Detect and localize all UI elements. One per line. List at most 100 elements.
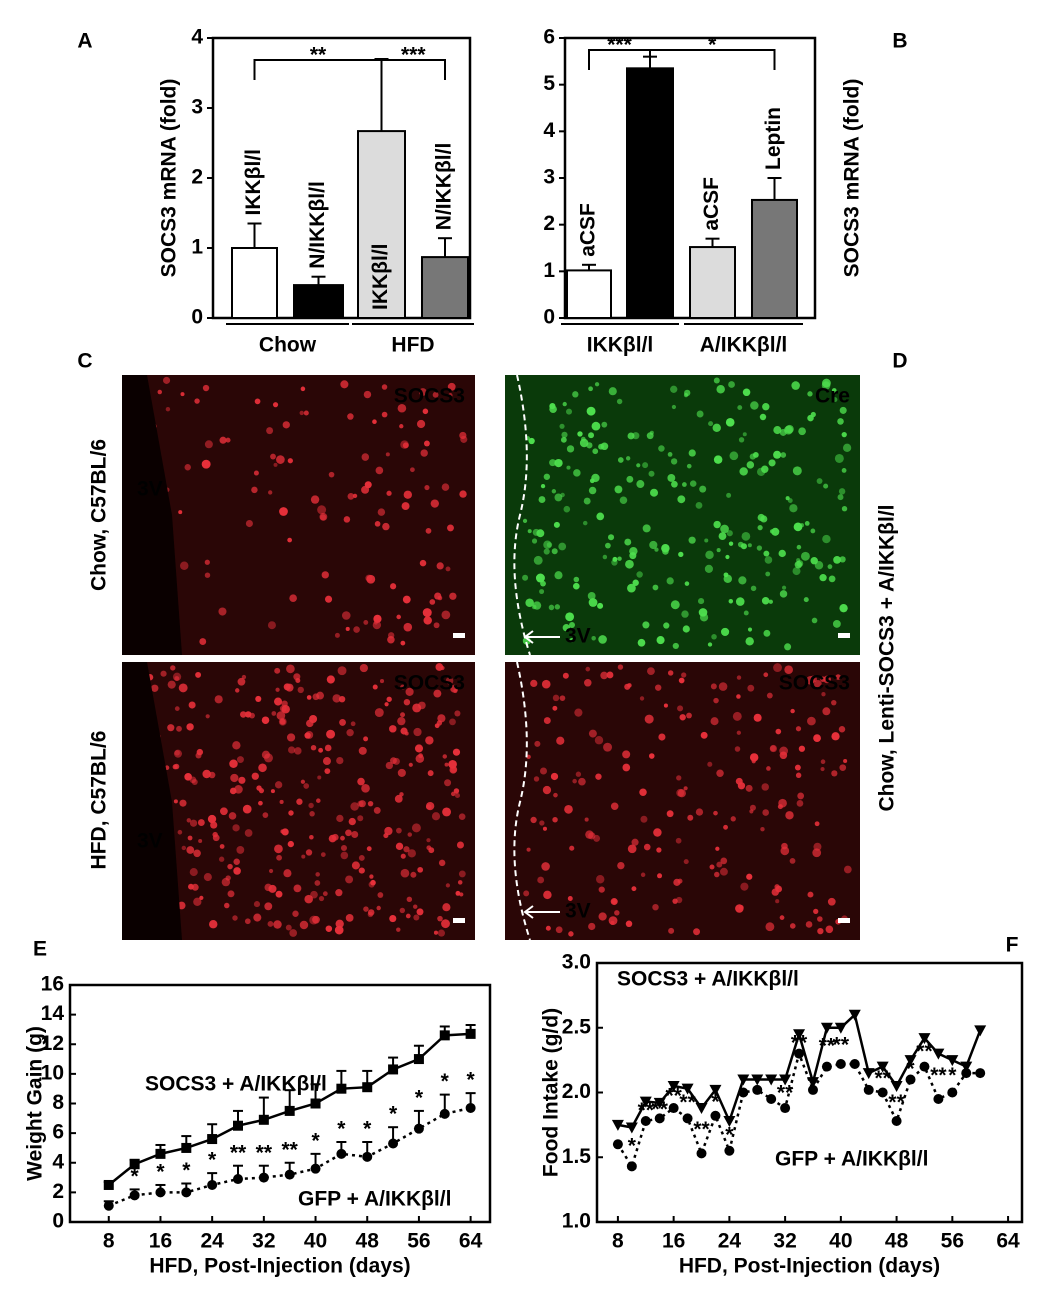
- scale-bar: [838, 633, 850, 638]
- y-tick-label: 0: [52, 1210, 64, 1233]
- cell: [797, 792, 805, 800]
- cell: [199, 895, 204, 900]
- cell: [320, 852, 326, 857]
- cell: [800, 551, 810, 561]
- cell: [668, 927, 675, 934]
- stain-label: SOCS3: [394, 672, 465, 695]
- y-axis-label: SOCS3 mRNA (fold): [158, 79, 181, 278]
- cell: [203, 873, 212, 882]
- cell: [268, 868, 274, 874]
- cell: [723, 572, 729, 578]
- cell: [286, 664, 295, 674]
- cell: [400, 684, 406, 690]
- significance-label: *: [948, 1064, 957, 1087]
- cell: [795, 726, 802, 732]
- cell: [224, 902, 230, 909]
- cell: [433, 930, 439, 935]
- cell: [533, 776, 540, 782]
- marker: [668, 1103, 679, 1114]
- cell: [339, 719, 346, 726]
- x-tick-label: 64: [459, 1230, 483, 1253]
- cell: [761, 783, 769, 791]
- marker: [709, 1084, 722, 1096]
- cell: [225, 437, 231, 443]
- cell: [187, 835, 193, 841]
- cell: [614, 910, 620, 916]
- cell: [785, 496, 790, 501]
- cell: [233, 867, 241, 875]
- cell: [365, 574, 373, 582]
- series-label: SOCS3 + A/IKKβl/l: [617, 968, 799, 991]
- cell: [235, 688, 240, 693]
- cell: [553, 792, 558, 798]
- cell: [564, 805, 573, 814]
- significance-label: *: [363, 1118, 372, 1141]
- cell: [627, 583, 636, 593]
- marker: [863, 1084, 874, 1095]
- cell: [541, 679, 551, 689]
- cell: [693, 928, 701, 936]
- ventricle: [122, 375, 182, 655]
- cell: [789, 858, 796, 864]
- cell: [778, 549, 786, 558]
- significance-bracket: [649, 49, 776, 70]
- cell: [370, 879, 376, 886]
- cell: [766, 692, 773, 699]
- cell: [549, 403, 556, 410]
- marker: [820, 1022, 833, 1034]
- cell: [746, 873, 753, 880]
- cell: [212, 831, 218, 838]
- series-line: [108, 1106, 471, 1207]
- cell: [627, 432, 635, 440]
- cell: [839, 604, 848, 613]
- cell: [728, 381, 735, 388]
- cell: [553, 521, 560, 528]
- cell: [340, 835, 345, 841]
- cell: [457, 880, 463, 885]
- cell: [279, 718, 286, 725]
- cell: [617, 664, 624, 670]
- cell: [538, 496, 546, 504]
- cell: [779, 915, 785, 921]
- cell: [588, 486, 597, 495]
- cell: [459, 892, 464, 897]
- cell: [397, 403, 407, 413]
- x-tick-label: 32: [252, 1230, 275, 1253]
- marker: [310, 1098, 321, 1109]
- cell: [779, 590, 788, 598]
- cell: [541, 862, 550, 871]
- bar-label: Leptin: [762, 107, 785, 170]
- side-label: Chow, C57BL/6: [88, 439, 111, 591]
- cell: [740, 882, 749, 891]
- x-tick-label: 56: [941, 1230, 964, 1253]
- cell: [324, 595, 333, 603]
- series-label: GFP + A/IKKβl/l: [298, 1188, 451, 1211]
- cell: [657, 873, 663, 879]
- cell: [363, 390, 372, 399]
- cell: [661, 543, 670, 553]
- cell: [773, 450, 782, 459]
- cell: [157, 389, 162, 395]
- cell: [417, 866, 424, 873]
- cell: [328, 471, 335, 478]
- cell: [725, 418, 735, 427]
- cell: [322, 891, 328, 897]
- bar: [626, 67, 674, 320]
- cell: [324, 744, 332, 752]
- marker: [862, 1068, 875, 1080]
- cell: [447, 524, 454, 532]
- cell: [568, 621, 575, 628]
- cell: [728, 541, 734, 546]
- cell: [454, 792, 461, 799]
- cell: [452, 748, 461, 756]
- cell: [756, 545, 763, 551]
- cell: [650, 488, 659, 497]
- marker: [947, 1087, 958, 1098]
- significance-label: **: [930, 1064, 947, 1087]
- cell: [396, 614, 401, 620]
- cell: [364, 481, 372, 489]
- cell: [642, 524, 651, 533]
- marker: [723, 1115, 736, 1127]
- y-tick-label: 2: [543, 212, 555, 235]
- cell: [728, 599, 734, 604]
